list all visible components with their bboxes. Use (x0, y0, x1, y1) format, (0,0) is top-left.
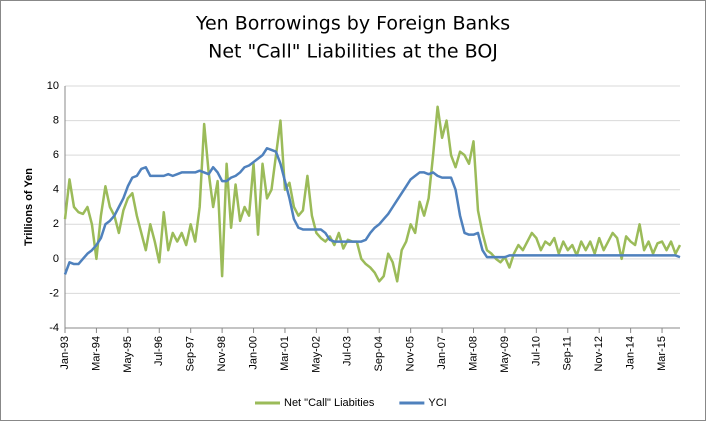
x-tick-label: Jul-96 (153, 336, 165, 366)
x-tick-label: Nov-98 (216, 336, 228, 371)
y-tick-label: -2 (49, 287, 59, 299)
y-tick-label: 8 (53, 114, 59, 126)
x-tick-label: May-09 (499, 336, 511, 373)
series-line (63, 105, 682, 283)
y-tick-label: 6 (53, 149, 59, 161)
x-tick-label: Nov-12 (593, 336, 605, 371)
x-tick-label: Sep-11 (562, 336, 574, 371)
chart-title: Yen Borrowings by Foreign Banks (195, 13, 510, 35)
legend-label: YCI (428, 397, 446, 409)
x-tick-label: Nov-05 (405, 336, 417, 371)
x-tick-label: Jan-00 (247, 336, 259, 370)
x-tick-label: Sep-97 (185, 336, 197, 371)
y-tick-label: 10 (47, 80, 59, 92)
y-axis-title: Trillions of Yen (23, 168, 35, 246)
x-tick-label: Jan-93 (59, 336, 71, 370)
series-line (63, 146, 681, 275)
x-tick-label: Mar-15 (656, 336, 668, 371)
x-tick-label: Jul-03 (342, 336, 354, 366)
x-tick-label: Sep-04 (373, 336, 385, 371)
x-tick-label: May-02 (310, 336, 322, 373)
x-tick-label: Jul-10 (530, 336, 542, 366)
y-tick-label: 0 (53, 253, 59, 265)
x-tick-label: Jan-07 (436, 336, 448, 370)
x-tick-label: Mar-94 (90, 336, 102, 371)
x-tick-label: Jan-14 (625, 336, 637, 370)
chart-title: Net "Call" Liabilities at the BOJ (208, 41, 498, 63)
x-tick-label: May-95 (122, 336, 134, 373)
y-tick-label: 2 (53, 218, 59, 230)
legend-label: Net "Call" Liabities (284, 397, 375, 409)
x-tick-label: Mar-08 (467, 336, 479, 371)
x-tick-label: Mar-01 (279, 336, 291, 371)
y-tick-label: -4 (49, 322, 59, 334)
y-tick-label: 4 (53, 184, 59, 196)
